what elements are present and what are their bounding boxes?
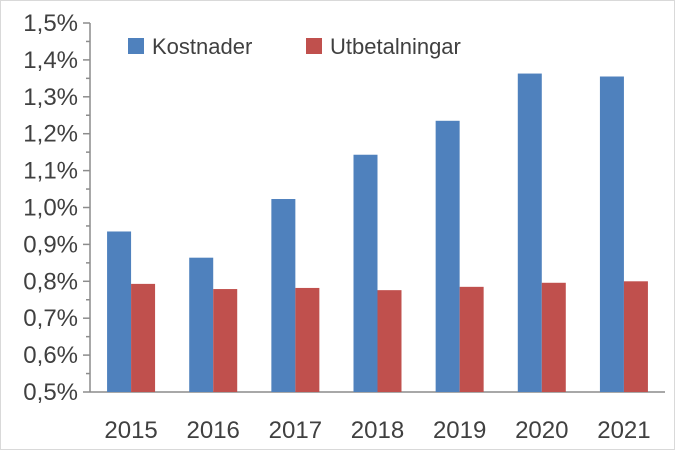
bar-utbetalningar-2019: [459, 286, 484, 392]
y-tick-label: 0,8%: [23, 268, 78, 295]
bar-utbetalningar-2021: [623, 281, 648, 392]
chart-legend: Kostnader Utbetalningar: [128, 34, 461, 59]
bar-kostnader-2018: [353, 154, 378, 392]
y-tick-label: 1,0%: [23, 195, 78, 222]
bar-kostnader-2019: [435, 120, 460, 392]
x-tick-label: 2017: [269, 417, 322, 444]
bar-utbetalningar-2017: [295, 287, 320, 392]
bar-utbetalningar-2020: [541, 282, 566, 392]
legend-swatch-kostnader: [128, 38, 144, 54]
chart-bars: [107, 73, 648, 392]
x-tick-label: 2016: [187, 417, 240, 444]
bar-kostnader-2016: [189, 257, 214, 392]
bar-kostnader-2020: [517, 73, 542, 392]
bar-utbetalningar-2016: [213, 289, 238, 392]
x-tick-label: 2015: [104, 417, 157, 444]
x-tick-label: 2021: [597, 417, 650, 444]
y-tick-label: 1,5%: [23, 10, 78, 37]
bar-kostnader-2021: [599, 76, 624, 392]
bar-kostnader-2015: [107, 231, 132, 392]
bar-utbetalningar-2018: [377, 290, 402, 392]
y-tick-label: 1,1%: [23, 158, 78, 185]
y-tick-label: 0,6%: [23, 342, 78, 369]
y-tick-label: 1,3%: [23, 84, 78, 111]
legend-label: Utbetalningar: [330, 34, 461, 59]
chart-tick-labels: 0,5% 0,6% 0,7% 0,8% 0,9% 1,0% 1,1% 1,2% 1,3% 1,4%…: [23, 10, 650, 444]
bar-kostnader-2017: [271, 199, 296, 392]
y-tick-label: 0,9%: [23, 231, 78, 258]
legend-swatch-utbetalningar: [306, 38, 322, 54]
bar-utbetalningar-2015: [131, 283, 156, 392]
x-tick-label: 2019: [433, 417, 486, 444]
x-tick-label: 2020: [515, 417, 568, 444]
x-tick-label: 2018: [351, 417, 404, 444]
legend-label: Kostnader: [152, 34, 252, 59]
y-tick-label: 1,4%: [23, 47, 78, 74]
y-tick-label: 0,7%: [23, 305, 78, 332]
y-tick-label: 1,2%: [23, 121, 78, 148]
y-tick-label: 0,5%: [23, 379, 78, 406]
